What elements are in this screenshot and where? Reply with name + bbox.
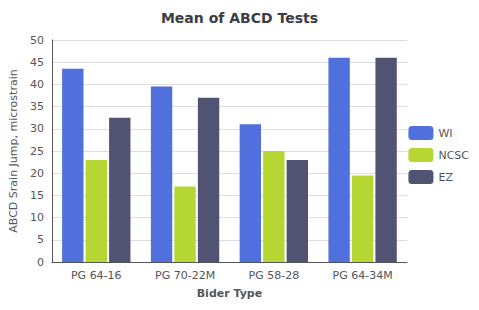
svg-text:0: 0 xyxy=(37,256,44,269)
svg-text:PG 58-28: PG 58-28 xyxy=(249,269,300,282)
svg-text:PG 64-34M: PG 64-34M xyxy=(333,269,393,282)
svg-text:30: 30 xyxy=(30,122,44,135)
svg-text:ABCD Srain Jump, microstrain: ABCD Srain Jump, microstrain xyxy=(7,69,20,232)
svg-text:10: 10 xyxy=(30,211,44,224)
svg-text:35: 35 xyxy=(30,100,44,113)
svg-text:PG 64-16: PG 64-16 xyxy=(71,269,122,282)
svg-text:NCSC: NCSC xyxy=(438,149,469,162)
svg-text:EZ: EZ xyxy=(438,171,453,184)
svg-text:50: 50 xyxy=(30,34,44,47)
svg-text:45: 45 xyxy=(30,56,44,69)
svg-text:15: 15 xyxy=(30,189,44,202)
svg-text:20: 20 xyxy=(30,167,44,180)
svg-text:PG 70-22M: PG 70-22M xyxy=(155,269,215,282)
svg-text:WI: WI xyxy=(438,127,452,140)
svg-text:25: 25 xyxy=(30,145,44,158)
svg-text:Mean of ABCD Tests: Mean of ABCD Tests xyxy=(161,10,318,26)
svg-text:Bider Type: Bider Type xyxy=(197,287,262,300)
svg-text:40: 40 xyxy=(30,78,44,91)
svg-text:5: 5 xyxy=(37,233,44,246)
